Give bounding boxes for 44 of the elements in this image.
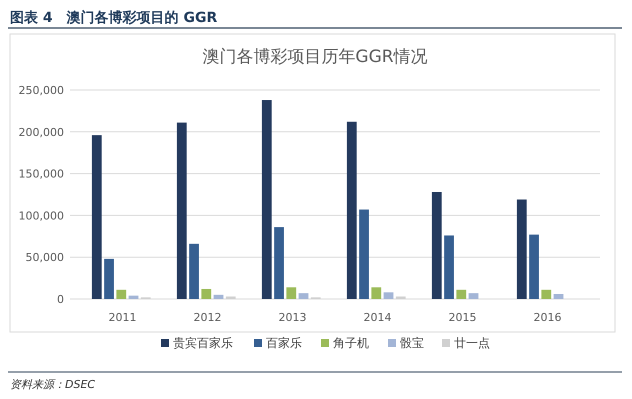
bar [104,258,114,299]
bar [384,292,394,299]
x-tick-label: 2011 [108,311,136,324]
legend-label: 贵宾百家乐 [173,336,233,350]
x-tick-label: 2015 [448,311,476,324]
bar [346,122,357,299]
x-tick-label: 2016 [534,311,562,324]
x-tick-label: 2012 [194,311,222,324]
legend-label: 角子机 [333,336,369,350]
y-tick-label: 200,000 [18,126,64,139]
bar [116,290,126,299]
y-tick-label: 150,000 [18,168,64,181]
bar [468,293,478,299]
bar [201,288,212,299]
bar [444,235,454,299]
y-tick-label: 100,000 [18,209,64,222]
bar [359,210,369,299]
y-tick-label: 0 [57,293,64,306]
bar [371,287,382,299]
legend-label: 廿一点 [454,336,490,350]
bar [262,100,272,299]
chart-title: 图表 4 澳门各博彩项目的 GGR [10,9,218,26]
bar [554,294,564,299]
bar [286,287,296,299]
legend-label: 骰宝 [400,336,424,350]
x-tick-label: 2014 [364,311,392,324]
bar [92,135,102,299]
bar [128,296,138,299]
bar [432,192,442,299]
bar [214,294,224,299]
bar [541,290,552,299]
bar [176,122,187,299]
text: 资料来源：DSEC [10,378,96,391]
bar [456,290,466,299]
bar [298,293,308,299]
y-tick-label: 250,000 [18,84,64,97]
bar [516,200,527,299]
legend-label: 百家乐 [266,336,302,350]
chart-subtitle: 澳门各博彩项目历年GGR情况 [202,47,428,67]
x-tick-label: 2013 [278,311,306,324]
bar [274,227,284,299]
y-tick-label: 50,000 [26,251,64,264]
bar [189,244,199,299]
bar [529,234,539,299]
